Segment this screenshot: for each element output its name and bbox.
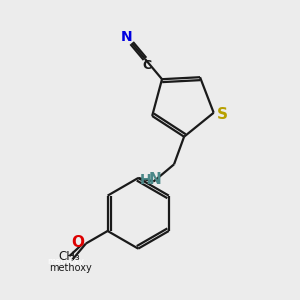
Text: C: C xyxy=(143,59,152,72)
Text: N: N xyxy=(121,31,133,44)
Text: CH₃: CH₃ xyxy=(58,250,80,263)
Text: methoxy: methoxy xyxy=(49,263,92,273)
Text: N: N xyxy=(149,172,162,188)
Text: methoxy: methoxy xyxy=(47,257,84,266)
Text: S: S xyxy=(216,107,227,122)
Text: O: O xyxy=(71,235,85,250)
Text: H: H xyxy=(140,173,151,187)
